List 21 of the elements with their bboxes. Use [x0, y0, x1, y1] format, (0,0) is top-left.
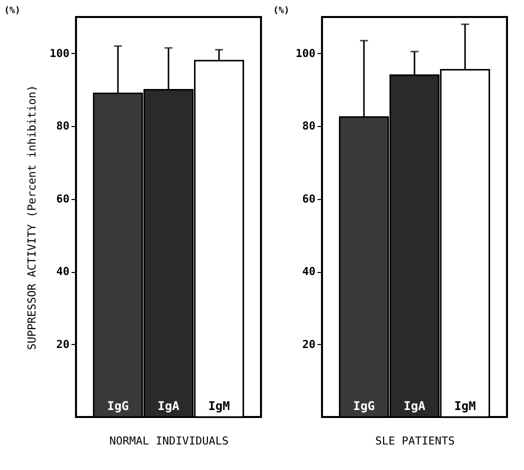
y-tick-label: 20 — [302, 338, 316, 351]
y-tick-label: 80 — [56, 120, 70, 133]
x-tick-label: IgM — [208, 399, 230, 413]
y-tick-label: 100 — [296, 46, 316, 60]
y-tick-label: 60 — [56, 192, 70, 206]
y-tick-label: 60 — [302, 192, 316, 206]
x-axis-title: NORMAL INDIVIDUALS — [109, 434, 229, 448]
text: (%) — [273, 6, 290, 16]
x-axis-title: SLE PATIENTS — [375, 434, 455, 448]
y-tick-label: 40 — [302, 265, 316, 278]
y-tick-label: 80 — [302, 120, 316, 133]
x-tick-label: IgG — [107, 399, 129, 413]
x-tick-label: IgG — [353, 399, 375, 413]
text: (%) — [4, 6, 20, 16]
x-tick-label: IgM — [454, 399, 476, 413]
x-tick-label: IgA — [158, 399, 180, 413]
y-tick-label: 100 — [50, 46, 70, 60]
x-tick-label: IgA — [404, 399, 426, 413]
y-tick-label: 20 — [56, 338, 70, 351]
y-tick-label: 40 — [56, 265, 70, 278]
y-axis-title: SUPPRESSOR ACTIVITY (Percent inhibition) — [26, 85, 39, 350]
